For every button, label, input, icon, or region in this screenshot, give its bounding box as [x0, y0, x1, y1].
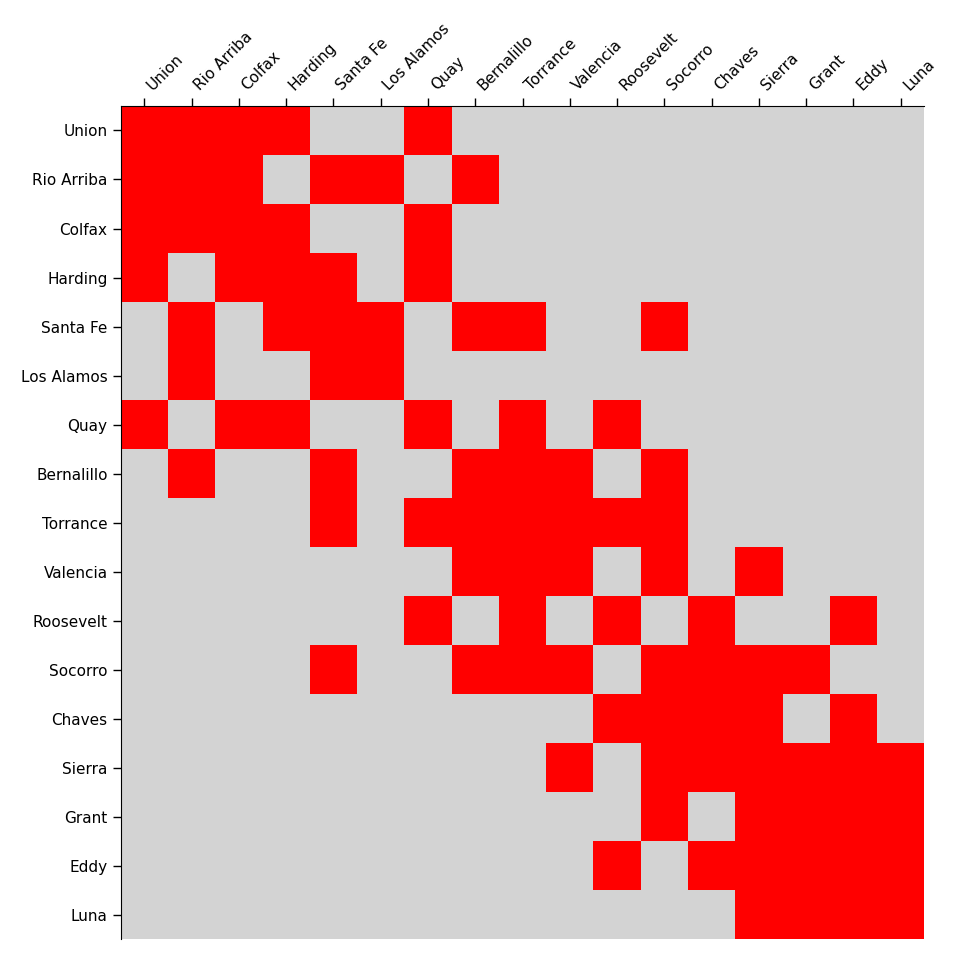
Bar — [593, 841, 640, 890]
Bar — [357, 351, 404, 400]
Bar — [499, 498, 546, 547]
Bar — [451, 155, 499, 204]
Bar — [829, 890, 877, 939]
Bar — [640, 645, 688, 694]
Bar — [877, 792, 924, 841]
Bar — [546, 743, 593, 792]
Bar — [735, 547, 782, 596]
Bar — [877, 743, 924, 792]
Bar — [735, 890, 782, 939]
Bar — [829, 694, 877, 743]
Bar — [688, 694, 735, 743]
Bar — [357, 155, 404, 204]
Bar — [593, 596, 640, 645]
Bar — [640, 743, 688, 792]
Bar — [735, 743, 782, 792]
Bar — [735, 645, 782, 694]
Bar — [310, 155, 357, 204]
Bar — [168, 204, 215, 253]
Bar — [593, 694, 640, 743]
Bar — [121, 253, 168, 302]
Bar — [735, 792, 782, 841]
Bar — [263, 106, 310, 155]
Bar — [735, 694, 782, 743]
Bar — [546, 547, 593, 596]
Bar — [404, 106, 451, 155]
Bar — [263, 253, 310, 302]
Bar — [593, 498, 640, 547]
Bar — [640, 792, 688, 841]
Bar — [263, 400, 310, 449]
Bar — [782, 645, 829, 694]
Bar — [121, 400, 168, 449]
Bar — [263, 204, 310, 253]
Bar — [121, 155, 168, 204]
Bar — [688, 596, 735, 645]
Bar — [688, 645, 735, 694]
Bar — [404, 498, 451, 547]
Bar — [451, 498, 499, 547]
Bar — [310, 645, 357, 694]
Bar — [499, 645, 546, 694]
Bar — [782, 890, 829, 939]
Bar — [877, 890, 924, 939]
Bar — [121, 106, 168, 155]
Bar — [168, 351, 215, 400]
Bar — [782, 792, 829, 841]
Bar — [215, 155, 263, 204]
Bar — [499, 400, 546, 449]
Bar — [310, 302, 357, 351]
Bar — [451, 547, 499, 596]
Bar — [404, 253, 451, 302]
Bar — [168, 106, 215, 155]
Bar — [121, 204, 168, 253]
Bar — [404, 204, 451, 253]
Bar — [357, 302, 404, 351]
Bar — [829, 841, 877, 890]
Bar — [263, 302, 310, 351]
Bar — [499, 596, 546, 645]
Bar — [168, 449, 215, 498]
Bar — [168, 302, 215, 351]
Bar — [546, 498, 593, 547]
Bar — [593, 400, 640, 449]
Bar — [782, 743, 829, 792]
Bar — [688, 841, 735, 890]
Bar — [215, 253, 263, 302]
Bar — [451, 449, 499, 498]
Bar — [546, 449, 593, 498]
Bar — [310, 498, 357, 547]
Bar — [829, 596, 877, 645]
Bar — [215, 204, 263, 253]
Bar — [451, 302, 499, 351]
Bar — [215, 400, 263, 449]
Bar — [640, 302, 688, 351]
Bar — [640, 498, 688, 547]
Bar — [782, 841, 829, 890]
Bar — [829, 792, 877, 841]
Bar — [640, 694, 688, 743]
Bar — [640, 547, 688, 596]
Bar — [451, 645, 499, 694]
Bar — [546, 645, 593, 694]
Bar — [499, 302, 546, 351]
Bar — [640, 449, 688, 498]
Bar — [877, 841, 924, 890]
Bar — [310, 253, 357, 302]
Bar — [499, 547, 546, 596]
Bar — [168, 155, 215, 204]
Bar — [829, 743, 877, 792]
Bar — [310, 351, 357, 400]
Bar — [404, 400, 451, 449]
Bar — [688, 743, 735, 792]
Bar — [404, 596, 451, 645]
Bar — [310, 449, 357, 498]
Bar — [499, 449, 546, 498]
Bar — [735, 841, 782, 890]
Bar — [215, 106, 263, 155]
